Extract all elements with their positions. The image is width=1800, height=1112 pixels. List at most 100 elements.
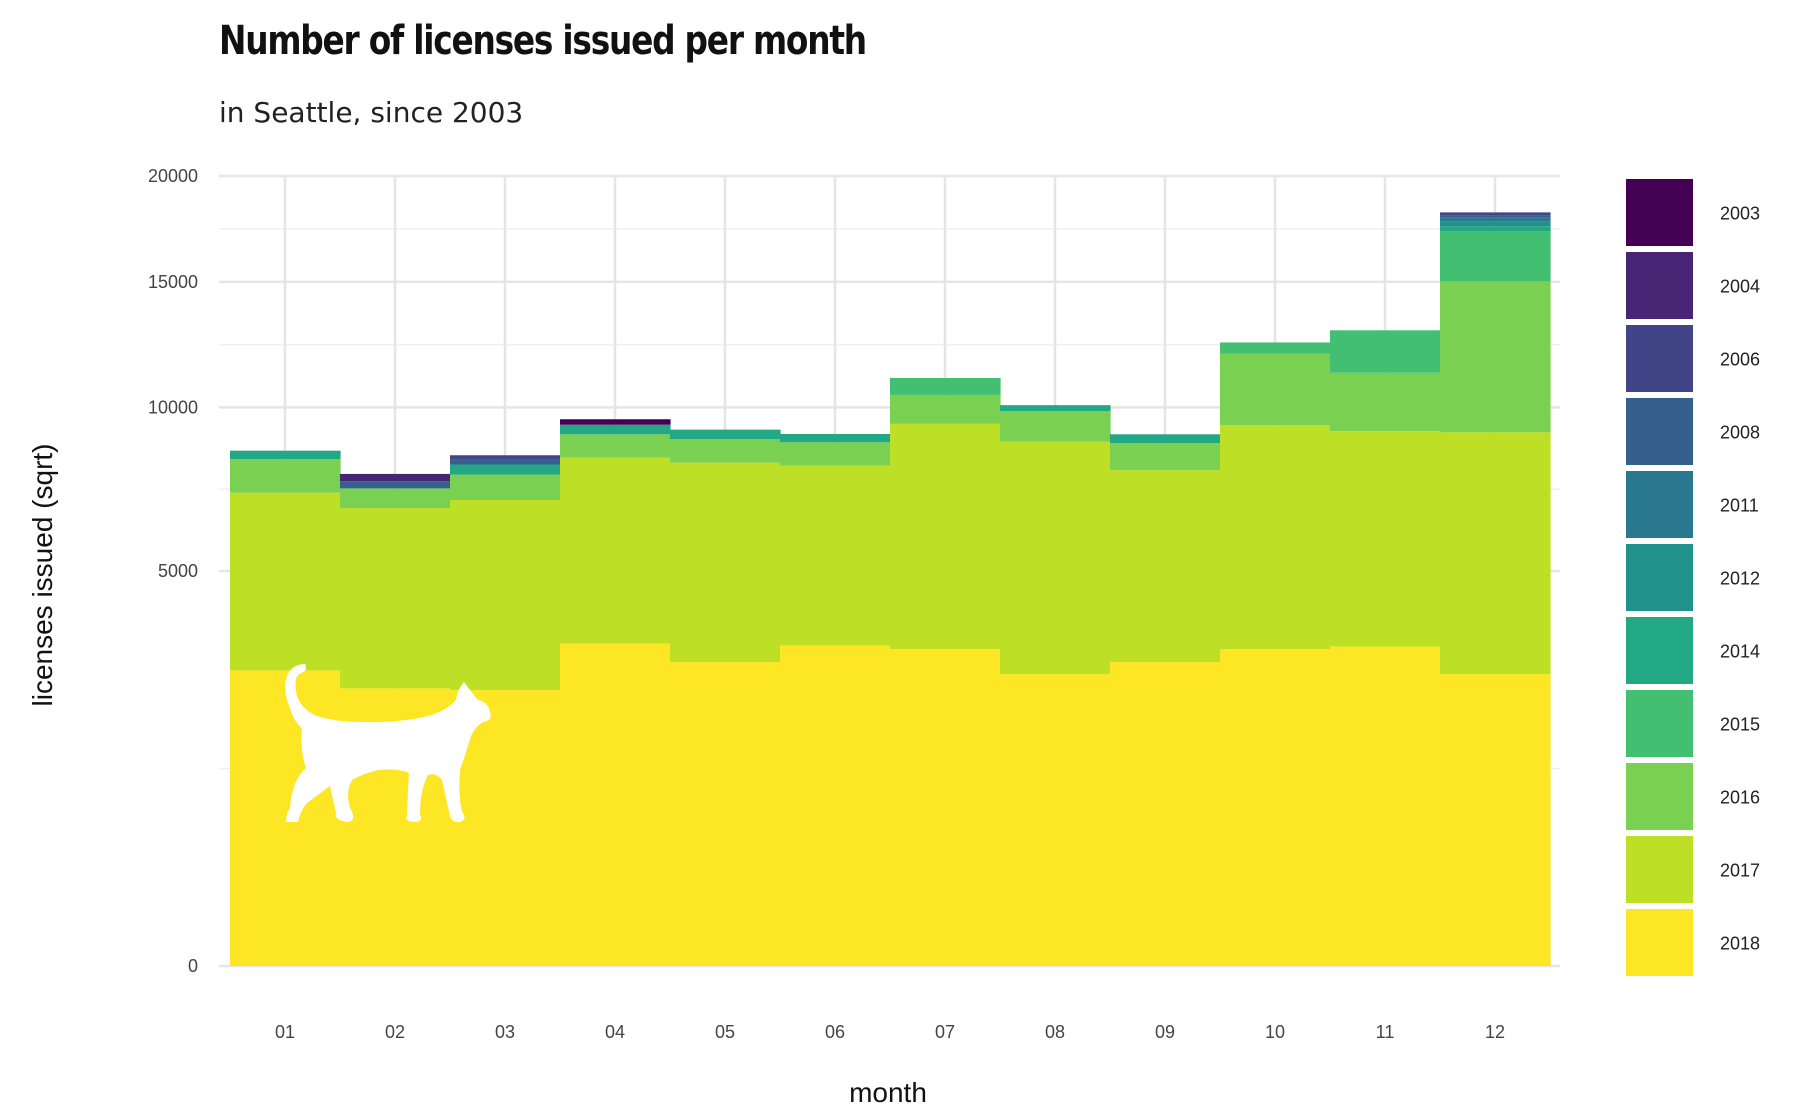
bar-segment-2017-03 <box>450 499 561 691</box>
bar-segment-2012-12 <box>1440 221 1551 227</box>
x-tick-label: 08 <box>1045 1022 1065 1042</box>
x-tick-label: 07 <box>935 1022 955 1042</box>
bar-segment-2018-07 <box>890 649 1001 966</box>
bar-segment-2016-01 <box>230 459 341 493</box>
bar-segment-2018-12 <box>1440 674 1551 966</box>
bar-segment-2017-10 <box>1220 424 1331 650</box>
bar-segment-2018-01 <box>230 670 341 966</box>
x-tick-label: 11 <box>1376 1022 1395 1042</box>
bar-segment-2014-06 <box>780 433 891 443</box>
bar-segment-2014-04 <box>560 424 671 435</box>
legend-swatch-2011 <box>1626 471 1693 538</box>
bar-segment-2008-03 <box>450 459 561 465</box>
bar-segment-2016-07 <box>890 394 1001 424</box>
bar-segment-2018-05 <box>670 662 781 966</box>
x-tick-label: 04 <box>605 1022 625 1042</box>
x-tick-label: 10 <box>1265 1022 1285 1042</box>
chart-subtitle: in Seattle, since 2003 <box>219 96 524 129</box>
bar-segment-2003-04 <box>560 419 671 425</box>
legend-swatch-2015 <box>1626 690 1693 757</box>
bar-segment-2016-08 <box>1000 411 1111 442</box>
bar-segment-2011-12 <box>1440 217 1551 222</box>
bar-segment-2014-01 <box>230 450 341 460</box>
y-tick-label: 10000 <box>148 397 198 417</box>
legend-label-2016: 2016 <box>1720 788 1760 808</box>
bar-segment-2006-03 <box>450 455 561 460</box>
bars <box>230 212 1551 966</box>
x-axis-title: month <box>849 1077 927 1108</box>
bar-segment-2016-06 <box>780 442 891 466</box>
bar-segment-2015-11 <box>1330 330 1441 373</box>
bar-segment-2004-02 <box>340 473 451 482</box>
legend-label-2006: 2006 <box>1720 350 1760 370</box>
cat-silhouette-icon <box>285 664 491 823</box>
x-tick-label: 05 <box>715 1022 735 1042</box>
bar-segment-2014-08 <box>1000 405 1111 412</box>
bar-segment-2017-07 <box>890 423 1001 650</box>
bar-segment-2006-12 <box>1440 212 1551 216</box>
bar-segment-2018-06 <box>780 645 891 966</box>
decor <box>285 664 491 823</box>
bar-segment-2018-11 <box>1330 646 1441 966</box>
bar-segment-2014-03 <box>450 464 561 475</box>
bar-segment-2015-07 <box>890 377 1001 395</box>
bar-segment-2017-12 <box>1440 432 1551 675</box>
legend-swatch-2003 <box>1626 179 1693 246</box>
x-tick-label: 12 <box>1485 1022 1505 1042</box>
bar-segment-2016-04 <box>560 434 671 458</box>
x-tick-label: 09 <box>1155 1022 1175 1042</box>
legend-swatch-2014 <box>1626 617 1693 684</box>
bar-segment-2017-08 <box>1000 441 1111 675</box>
bar-segment-2017-11 <box>1330 431 1441 647</box>
y-tick-label: 5000 <box>158 561 198 581</box>
bar-segment-2018-04 <box>560 643 671 966</box>
legend-label-2012: 2012 <box>1720 569 1760 589</box>
bar-segment-2018-10 <box>1220 649 1331 966</box>
legend-label-2004: 2004 <box>1720 277 1760 297</box>
legend-swatch-2016 <box>1626 763 1693 830</box>
legend-label-2003: 2003 <box>1720 204 1760 224</box>
bar-segment-2017-01 <box>230 492 341 671</box>
y-axis-title: licenses issued (sqrt) <box>27 444 58 707</box>
bar-segment-2016-10 <box>1220 353 1331 425</box>
legend: 2003 2004 2006 2008 2011 2012 2014 2015 2016 2017… <box>1626 179 1760 976</box>
legend-label-2018: 2018 <box>1720 934 1760 954</box>
axis-ticks: 0 5000 10000 15000 20000 01 02 03 04 05 06 07 08 09 10… <box>148 166 1505 1042</box>
x-tick-label: 01 <box>275 1022 295 1042</box>
bar-segment-2008-02 <box>340 481 451 489</box>
y-tick-label: 0 <box>188 956 198 976</box>
y-tick-label: 15000 <box>148 272 198 292</box>
bar-segment-2017-02 <box>340 508 451 689</box>
bar-segment-2017-09 <box>1110 470 1221 663</box>
legend-label-2015: 2015 <box>1720 715 1760 735</box>
bar-segment-2018-08 <box>1000 674 1111 966</box>
y-tick-label: 20000 <box>148 166 198 186</box>
legend-swatch-2006 <box>1626 325 1693 392</box>
bar-segment-2015-12 <box>1440 231 1551 282</box>
bar-segment-2016-03 <box>450 474 561 500</box>
bar-segment-2017-04 <box>560 457 671 644</box>
legend-label-2014: 2014 <box>1720 642 1760 662</box>
bar-segment-2017-06 <box>780 465 891 646</box>
legend-swatch-2012 <box>1626 544 1693 611</box>
bar-segment-2016-05 <box>670 439 781 463</box>
bar-segment-2014-12 <box>1440 226 1551 232</box>
legend-label-2008: 2008 <box>1720 423 1760 443</box>
bar-segment-2017-05 <box>670 462 781 663</box>
bar-segment-2016-12 <box>1440 281 1551 433</box>
legend-swatch-2017 <box>1626 836 1693 903</box>
bar-segment-2016-09 <box>1110 443 1221 471</box>
chart-title: Number of licenses issued per month <box>219 18 867 64</box>
legend-label-2011: 2011 <box>1720 496 1759 516</box>
bar-segment-2016-11 <box>1330 372 1441 432</box>
legend-swatch-2004 <box>1626 252 1693 319</box>
bar-segment-2014-05 <box>670 429 781 440</box>
legend-label-2017: 2017 <box>1720 861 1760 881</box>
bar-segment-2015-10 <box>1220 342 1331 354</box>
bar-segment-2014-09 <box>1110 434 1221 444</box>
bar-segment-2008-12 <box>1440 215 1551 218</box>
bar-segment-2016-02 <box>340 488 451 509</box>
legend-swatch-2008 <box>1626 398 1693 465</box>
bar-segment-2018-09 <box>1110 662 1221 966</box>
